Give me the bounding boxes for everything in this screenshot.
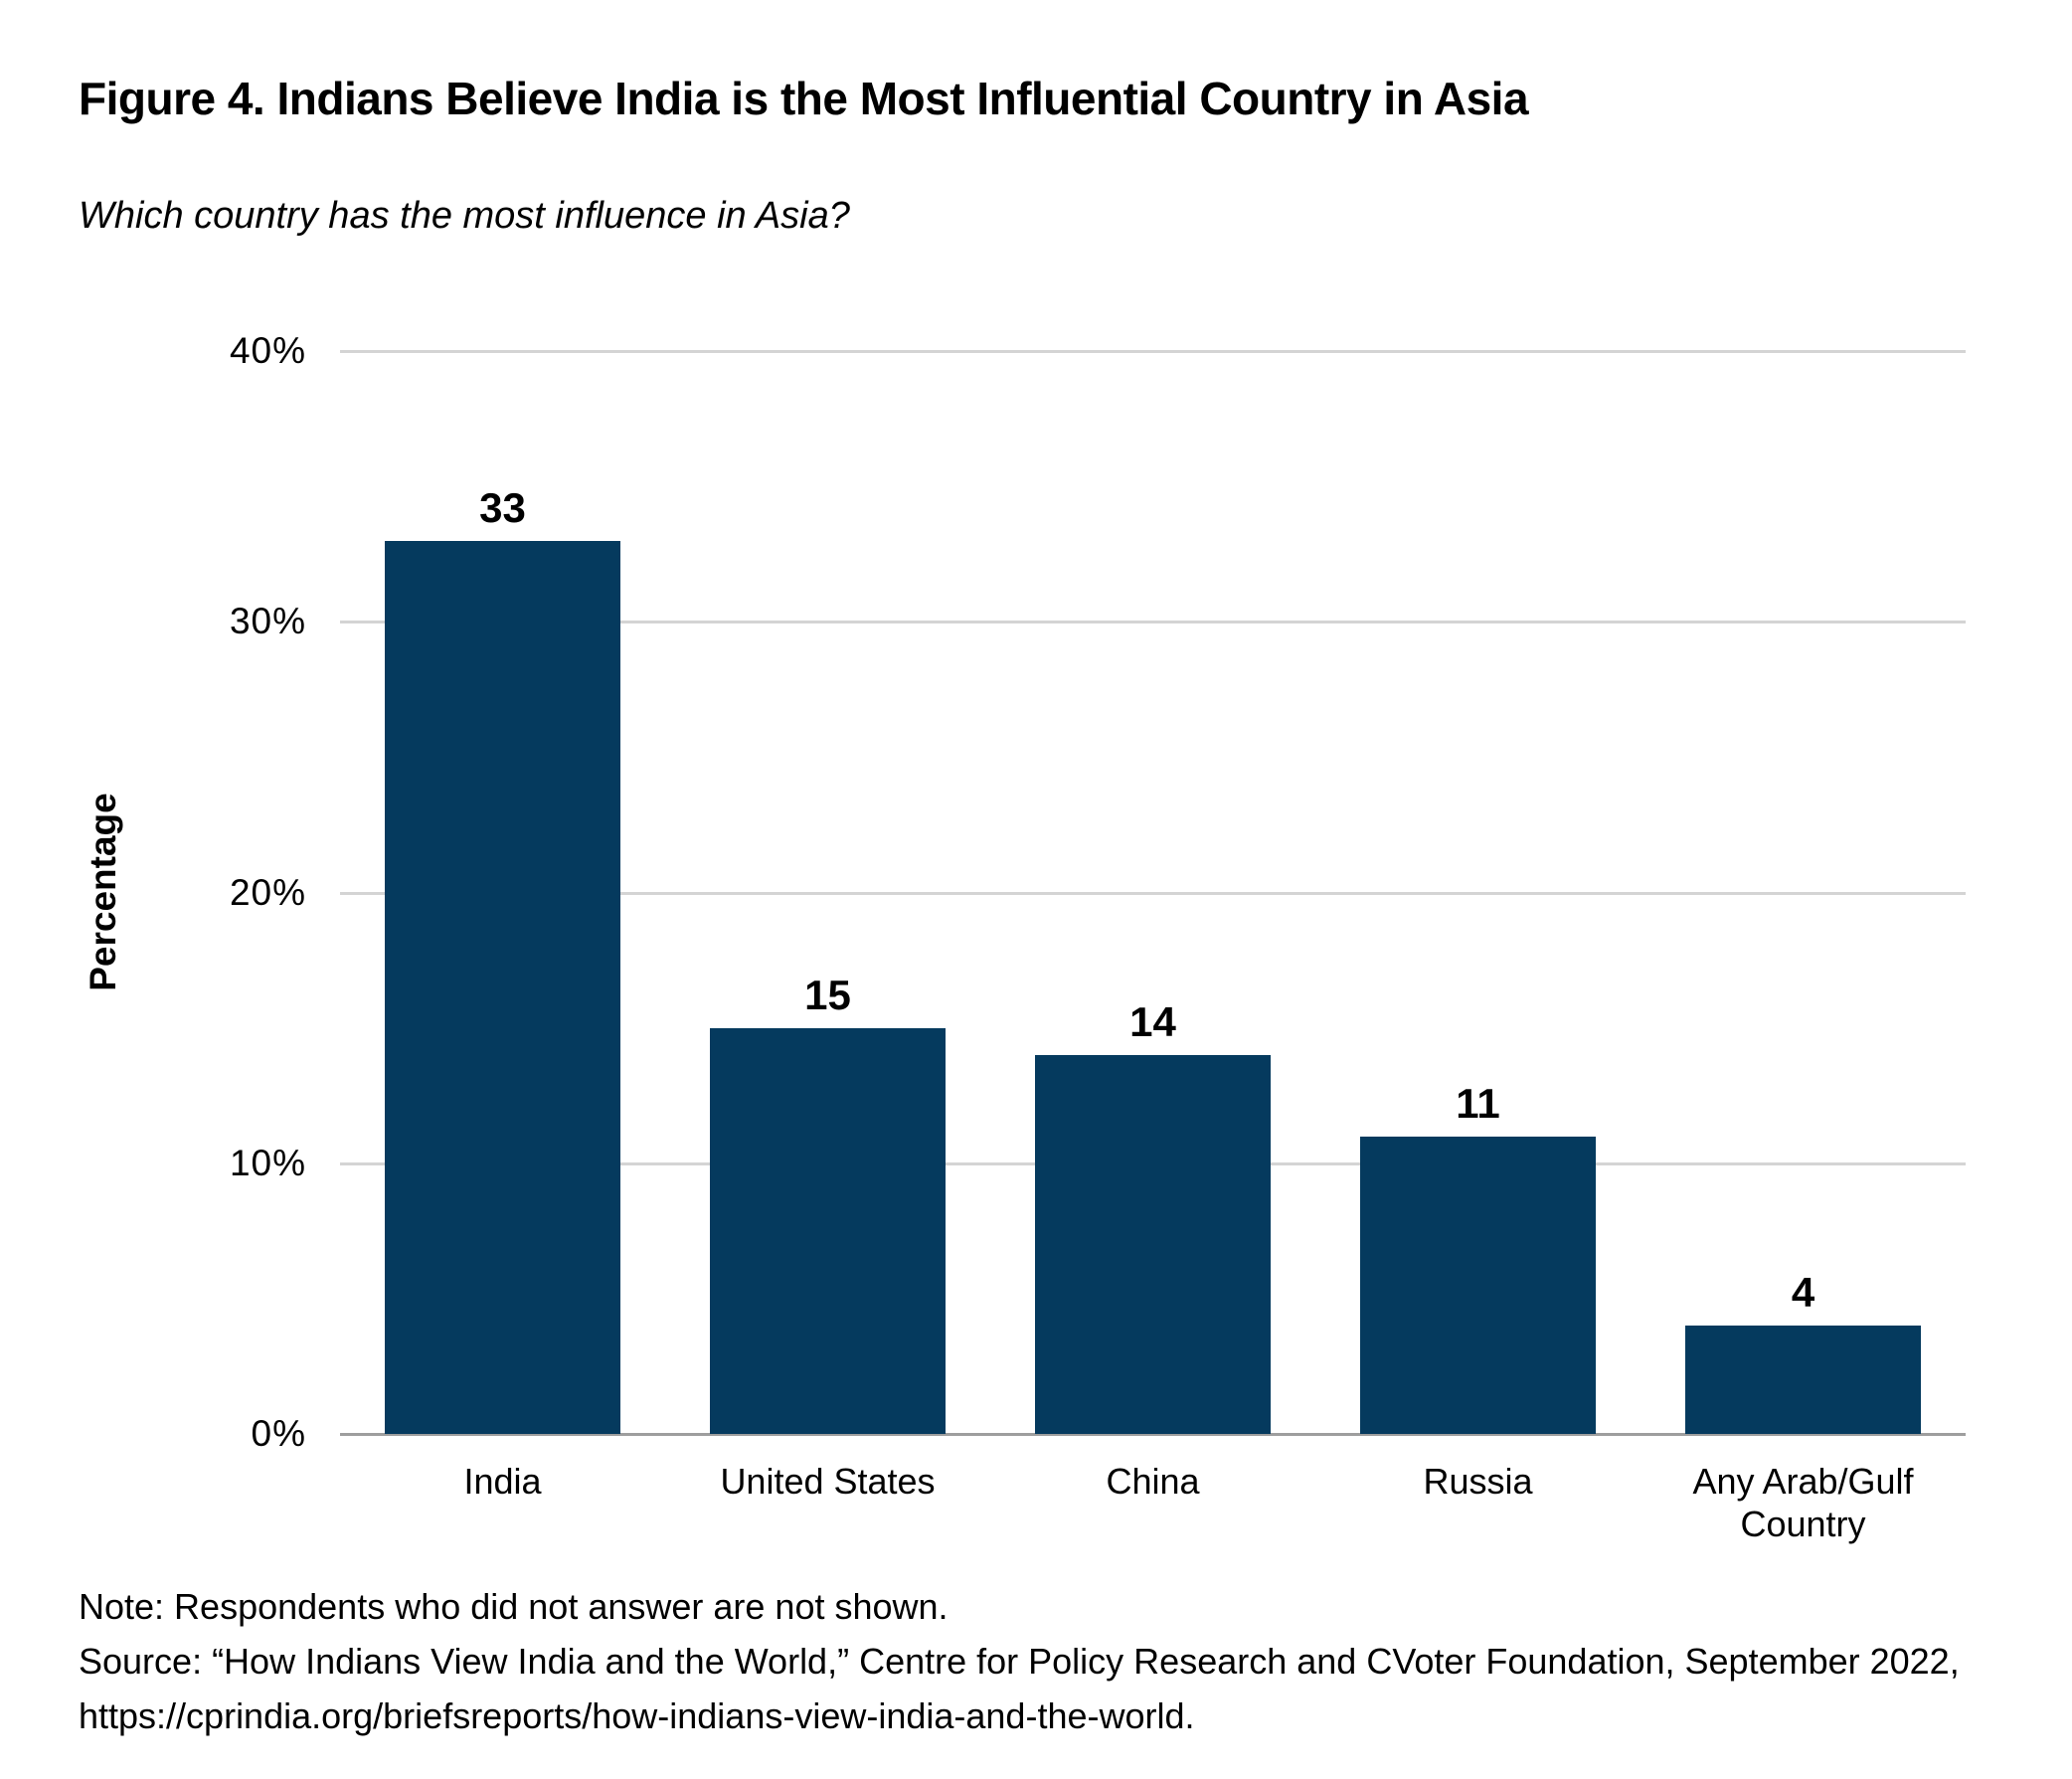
bar-value-label: 15: [804, 971, 851, 1018]
bar-slot: 15: [665, 351, 990, 1434]
bar-any-arab-gulf-country: [1685, 1326, 1921, 1434]
x-axis-labels: India United States China Russia Any Arab/Gu…: [340, 1460, 1966, 1545]
plot-area: 33 15 14 11 4: [340, 351, 1966, 1434]
bar-slot: 11: [1315, 351, 1640, 1434]
y-tick-label: 10%: [229, 1142, 306, 1183]
bar-india: [385, 540, 620, 1434]
x-tick-label: China: [1106, 1461, 1200, 1502]
bar-value-label: 4: [1791, 1269, 1815, 1317]
bar-value-label: 33: [479, 483, 526, 531]
bar-russia: [1360, 1136, 1596, 1434]
note-text: Note: Respondents who did not answer are…: [79, 1586, 949, 1627]
bar-value-label: 11: [1456, 1079, 1500, 1127]
gridline: [340, 621, 1966, 624]
bar-slot: 4: [1640, 351, 1966, 1434]
bar-slot: 14: [990, 351, 1315, 1434]
figure-subtitle: Which country has the most influence in …: [79, 195, 850, 237]
gridline: [340, 350, 1966, 353]
source-url: https://cprindia.org/briefsreports/how-i…: [79, 1695, 1195, 1736]
x-tick-label: Any Arab/Gulf Country: [1692, 1461, 1914, 1545]
y-tick-label: 30%: [229, 601, 306, 642]
y-tick-label: 20%: [229, 871, 306, 913]
bar-united-states: [710, 1027, 946, 1434]
footnotes: Note: Respondents who did not answer are…: [79, 1579, 2017, 1743]
x-axis-baseline: [340, 1433, 1966, 1436]
y-tick-label: 40%: [229, 330, 306, 371]
y-tick-label: 0%: [251, 1413, 306, 1454]
gridline: [340, 891, 1966, 895]
figure-title: Figure 4. Indians Believe India is the M…: [79, 73, 1529, 124]
bars-container: 33 15 14 11 4: [340, 351, 1966, 1434]
x-tick-label: United States: [720, 1461, 936, 1502]
x-tick-label: India: [463, 1461, 542, 1502]
source-text: Source: “How Indians View India and the …: [79, 1641, 1960, 1682]
bar-slot: 33: [340, 351, 665, 1434]
x-tick-label: Russia: [1423, 1461, 1533, 1502]
bar-value-label: 14: [1129, 997, 1176, 1045]
bar-china: [1035, 1054, 1271, 1434]
